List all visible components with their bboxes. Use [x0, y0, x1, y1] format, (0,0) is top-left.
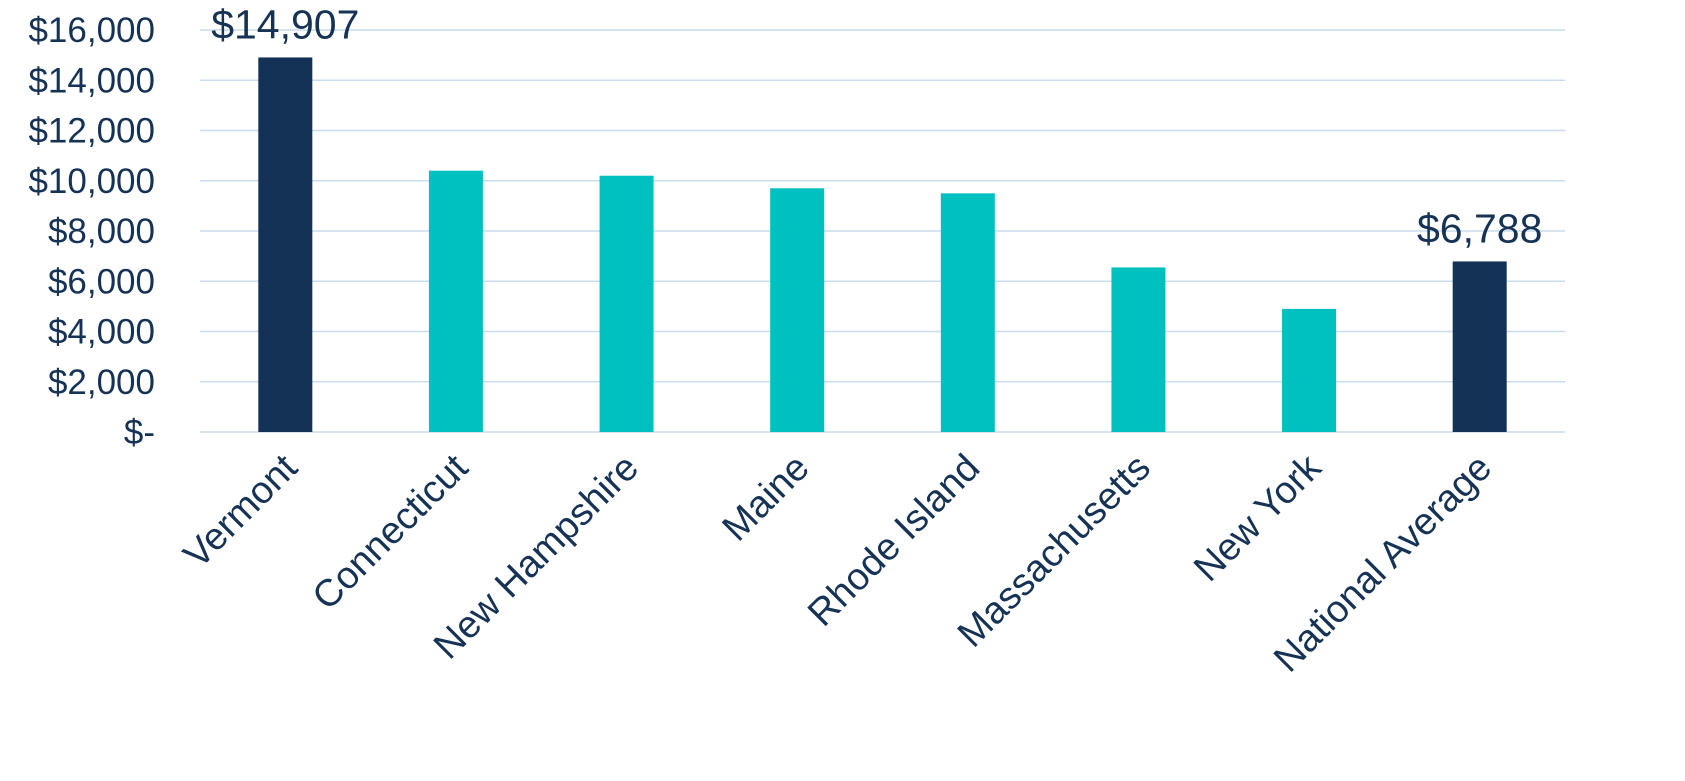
y-tick-label: $4,000 — [48, 313, 155, 352]
y-tick-label: $10,000 — [28, 162, 155, 201]
bar-massachusetts — [1111, 267, 1166, 432]
x-tick-label: Connecticut — [305, 446, 477, 618]
data-label: $14,907 — [211, 1, 359, 47]
x-tick-label: Vermont — [176, 446, 306, 576]
gridlines — [200, 29, 1565, 433]
x-tick-label: New York — [1186, 446, 1330, 590]
bar-new-york — [1282, 308, 1337, 432]
y-tick-label: $14,000 — [28, 61, 155, 100]
x-tick-label: Rhode Island — [800, 447, 988, 635]
data-labels: $14,907 $6,788 — [211, 1, 1542, 251]
bar-rhode-island — [940, 193, 995, 432]
y-tick-label: $16,000 — [28, 11, 155, 50]
bar-new-hampshire — [599, 175, 654, 432]
y-axis: $- $2,000 $4,000 $6,000 $8,000 $10,000 $12,000… — [28, 11, 155, 452]
x-tick-label: Maine — [715, 447, 818, 550]
y-tick-label: $6,000 — [48, 262, 155, 301]
y-tick-label: $- — [124, 413, 155, 452]
bar-vermont — [258, 57, 313, 433]
bar-connecticut — [428, 170, 483, 432]
y-tick-label: $12,000 — [28, 112, 155, 151]
bar-national-average — [1452, 261, 1507, 432]
data-label: $6,788 — [1417, 205, 1542, 251]
y-tick-label: $8,000 — [48, 212, 155, 251]
bars — [258, 57, 1507, 433]
bar-maine — [770, 188, 825, 432]
y-tick-label: $2,000 — [48, 363, 155, 402]
